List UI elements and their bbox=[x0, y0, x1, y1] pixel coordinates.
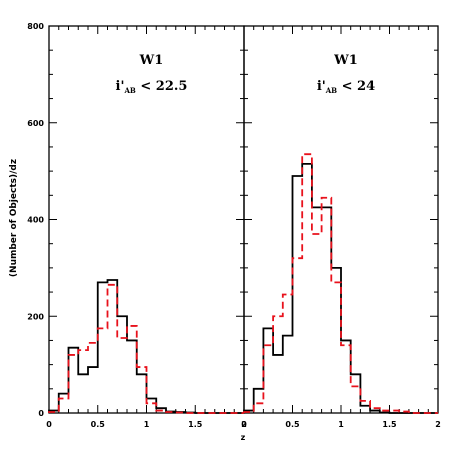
panel-2-dashed-histogram bbox=[243, 153, 438, 414]
panel-2-x-tick-label: 1 bbox=[338, 420, 344, 429]
y-tick-label: 0 bbox=[38, 409, 44, 418]
panel-2-x-tick-label: 1.5 bbox=[382, 420, 397, 429]
panel-1-x-tick-label: 1.5 bbox=[188, 420, 203, 429]
panel-2-title: W1 bbox=[333, 53, 358, 68]
panel-1-x-tick-label: 0 bbox=[46, 420, 52, 429]
panel-1-x-tick-label: 1 bbox=[144, 420, 150, 429]
y-axis-label: (Number of Objects)/dz bbox=[9, 159, 19, 277]
y-tick-label: 200 bbox=[27, 312, 44, 321]
panel-1-x-tick-label: 0.5 bbox=[91, 420, 106, 429]
x-axis-label: z bbox=[241, 433, 246, 442]
panel-2-solid-histogram bbox=[243, 162, 438, 414]
panel-2-x-tick-label: 2 bbox=[435, 420, 441, 429]
panel-2-x-tick-label: 0 bbox=[241, 420, 247, 429]
y-tick-label: 800 bbox=[27, 22, 44, 31]
panel-1-condition: i'AB < 22.5 bbox=[116, 79, 188, 95]
panel-1-x-tick-label: 2 bbox=[241, 420, 247, 429]
panel-1-solid-histogram bbox=[48, 279, 244, 414]
panel-1-dashed-histogram bbox=[48, 283, 244, 414]
panel-1-title: W1 bbox=[139, 53, 164, 68]
panel-2-x-tick-label: 0.5 bbox=[285, 420, 300, 429]
series-layer bbox=[48, 153, 438, 414]
y-tick-label: 600 bbox=[27, 119, 44, 128]
panel-2-condition: i'AB < 24 bbox=[317, 79, 375, 95]
y-tick-label: 400 bbox=[27, 216, 44, 225]
label-layer: (Number of Objects)/dz z 0 0.5 1 1.5 2 W1 i'AB… bbox=[9, 22, 441, 442]
